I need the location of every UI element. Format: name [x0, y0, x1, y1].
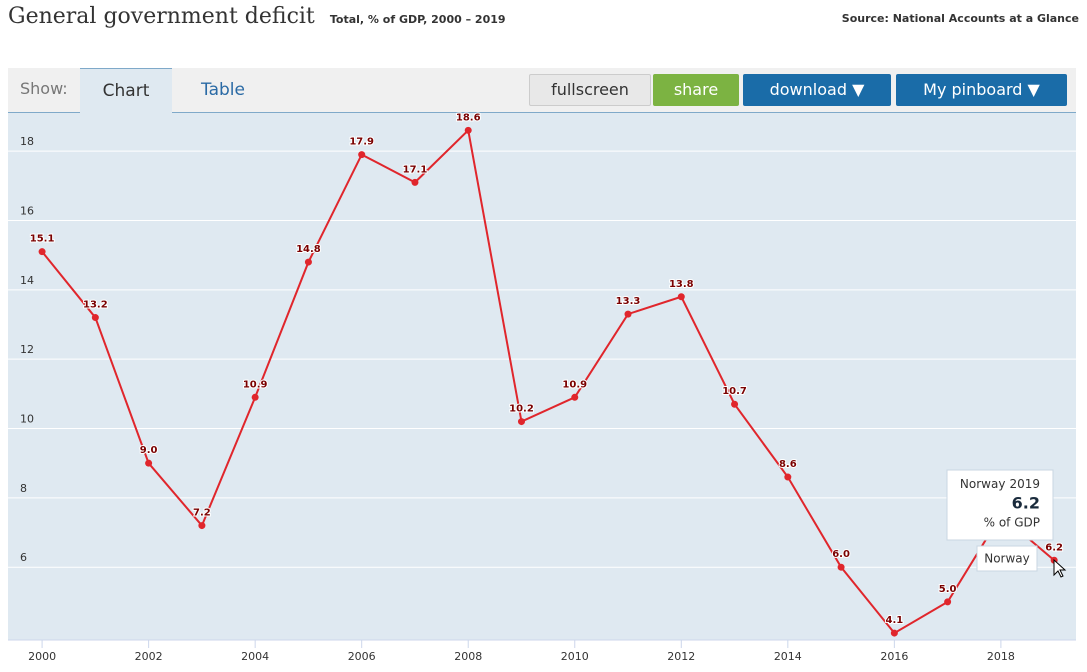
data-point	[38, 248, 46, 256]
button-label: share	[673, 80, 719, 99]
toolbar: Show: Chart Table fullscreen share downl…	[8, 68, 1076, 113]
data-label: 17.1	[403, 164, 428, 175]
y-tick-label: 18	[20, 135, 34, 148]
x-tick-label: 2016	[880, 650, 908, 663]
cursor	[1053, 558, 1067, 578]
data-point	[198, 522, 206, 530]
share-button[interactable]: share	[653, 74, 739, 106]
data-point	[624, 310, 632, 318]
chart-tab[interactable]: Chart	[80, 68, 172, 113]
data-label: 5.0	[939, 584, 957, 595]
y-tick-label: 16	[20, 204, 34, 217]
data-label: 17.9	[349, 137, 374, 148]
x-tick-label: 2002	[135, 650, 163, 663]
tooltip-series: Norway	[960, 477, 1006, 491]
data-label: 18.6	[456, 112, 481, 123]
x-tick-label: 2008	[454, 650, 482, 663]
data-label: 8.6	[779, 459, 797, 470]
data-label: 10.9	[562, 379, 587, 390]
series-label: Norway	[984, 552, 1030, 566]
data-point	[890, 629, 898, 637]
plot-background	[8, 113, 1076, 640]
y-tick-label: 12	[20, 343, 34, 356]
button-label: download ▼	[769, 80, 865, 99]
table-tab[interactable]: Table	[201, 80, 245, 100]
header: General government deficit Total, % of G…	[8, 4, 1079, 36]
x-tick-label: 2000	[28, 650, 56, 663]
data-label: 13.2	[83, 300, 108, 311]
data-point	[784, 473, 792, 481]
data-point	[837, 563, 845, 571]
y-tick-label: 8	[20, 482, 27, 495]
x-tick-label: 2014	[774, 650, 802, 663]
y-tick-label: 14	[20, 274, 34, 287]
data-label: 10.2	[509, 404, 534, 415]
x-tick-label: 2018	[987, 650, 1015, 663]
data-point	[91, 314, 99, 322]
source: Source: National Accounts at a Glance	[841, 12, 1079, 25]
data-point	[731, 400, 739, 408]
data-label: 13.3	[616, 296, 641, 307]
data-point	[944, 598, 952, 606]
data-label: 15.1	[30, 234, 55, 245]
y-tick-label: 10	[20, 413, 34, 426]
chart-title: General government deficit	[8, 4, 315, 29]
data-label: 14.8	[296, 244, 321, 255]
data-point	[517, 418, 525, 426]
subtitle: Total, % of GDP, 2000 – 2019	[329, 13, 506, 26]
data-point	[411, 178, 419, 186]
x-tick-label: 2010	[561, 650, 589, 663]
x-tick-label: 2006	[348, 650, 376, 663]
download-button[interactable]: download ▼	[743, 74, 891, 106]
data-label: 4.1	[886, 615, 904, 626]
data-point	[304, 258, 312, 266]
data-label: 7.2	[193, 508, 211, 519]
y-tick-label: 6	[20, 551, 27, 564]
data-label: 13.8	[669, 279, 694, 290]
data-label: 6.2	[1045, 542, 1063, 553]
show-label: Show:	[20, 79, 68, 98]
pinboard-button[interactable]: My pinboard ▼	[896, 74, 1067, 106]
data-label: 10.7	[722, 386, 747, 397]
tooltip-title: Norway 2019	[960, 477, 1040, 491]
data-point	[145, 459, 153, 467]
button-label: My pinboard ▼	[923, 80, 1040, 99]
series-label-box	[976, 545, 1038, 572]
x-tick-label: 2004	[241, 650, 269, 663]
data-point	[251, 393, 259, 401]
tooltip-value: 6.2	[1012, 494, 1040, 513]
button-label: fullscreen	[551, 80, 629, 99]
data-label: 9.0	[140, 445, 158, 456]
data-label: 6.0	[832, 549, 850, 560]
data-point	[571, 393, 579, 401]
data-point	[677, 293, 685, 301]
fullscreen-button[interactable]: fullscreen	[529, 74, 651, 106]
data-point	[464, 126, 472, 134]
tooltip-unit: % of GDP	[984, 516, 1040, 530]
tooltip-box	[946, 469, 1054, 541]
data-line	[41, 128, 1055, 635]
x-tick-label: 2012	[667, 650, 695, 663]
data-point	[358, 151, 366, 159]
data-label: 10.9	[243, 379, 268, 390]
tooltip-year: 2019	[1009, 477, 1040, 491]
